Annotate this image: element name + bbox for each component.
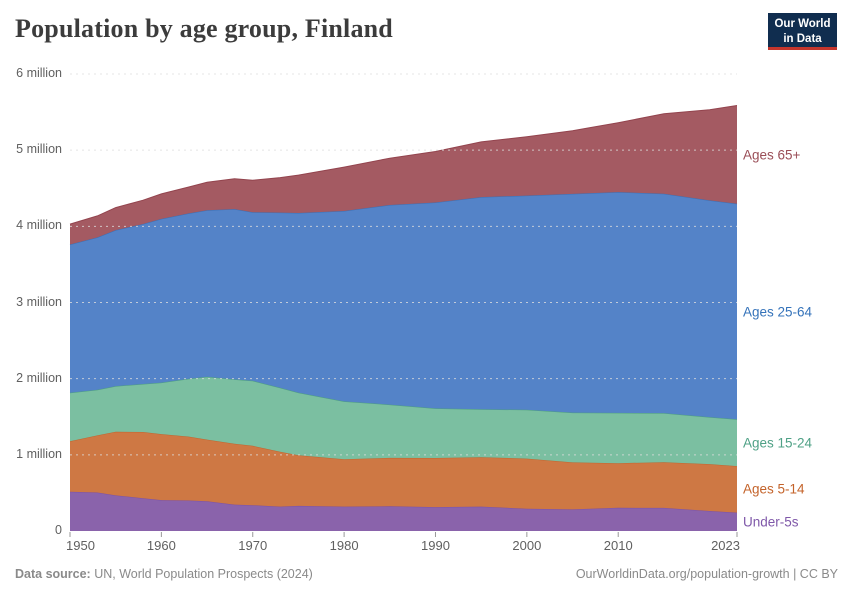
x-tick-label-2023: 2023 xyxy=(711,538,740,553)
area-ages-65plus[interactable] xyxy=(70,105,737,245)
x-tick-label-1960: 1960 xyxy=(146,538,176,553)
data-source-label: Data source: xyxy=(15,567,91,581)
y-tick-label-1: 1 million xyxy=(16,446,62,461)
x-tick-label-2010: 2010 xyxy=(603,538,633,553)
area-ages-25-64[interactable] xyxy=(70,192,737,420)
x-tick-label-1990: 1990 xyxy=(421,538,450,553)
y-tick-label-0: 0 xyxy=(55,523,62,537)
owid-logo-line1: Our World xyxy=(774,18,831,31)
series-label-ages-5-14: Ages 5-14 xyxy=(743,481,805,497)
area-ages-15-24[interactable] xyxy=(70,376,737,467)
x-tick-label-1970: 1970 xyxy=(238,538,268,553)
owid-logo-line2: in Data xyxy=(783,32,822,45)
data-source-note: Data source: UN, World Population Prospe… xyxy=(15,567,313,581)
y-tick-label-4: 4 million xyxy=(16,218,62,233)
owid-logo[interactable]: Our World in Data xyxy=(768,13,837,50)
series-label-under-5s: Under-5s xyxy=(743,514,799,530)
y-tick-label-3: 3 million xyxy=(16,294,62,309)
series-label-ages-25-64: Ages 25-64 xyxy=(743,304,813,320)
y-tick-label-2: 2 million xyxy=(16,370,62,385)
x-tick-label-1980: 1980 xyxy=(329,538,359,553)
owid-logo-red-bar xyxy=(768,46,837,50)
y-tick-label-5: 5 million xyxy=(16,142,62,157)
page-title: Population by age group, Finland xyxy=(15,14,393,43)
area-ages-5-14[interactable] xyxy=(70,431,737,513)
edge-ages-65plus xyxy=(69,105,738,225)
credit-line: OurWorldinData.org/population-growth | C… xyxy=(575,567,838,581)
chart-footer: Data source: UN, World Population Prospe… xyxy=(15,567,838,581)
series-label-ages-65plus: Ages 65+ xyxy=(743,147,801,163)
x-tick-label-2000: 2000 xyxy=(512,538,542,553)
x-tick-label-1950: 1950 xyxy=(66,538,95,553)
series-label-ages-15-24: Ages 15-24 xyxy=(743,435,813,451)
data-source-text: UN, World Population Prospects (2024) xyxy=(90,567,313,581)
y-tick-label-6: 6 million xyxy=(16,66,62,80)
area-under-5s[interactable] xyxy=(70,491,737,531)
